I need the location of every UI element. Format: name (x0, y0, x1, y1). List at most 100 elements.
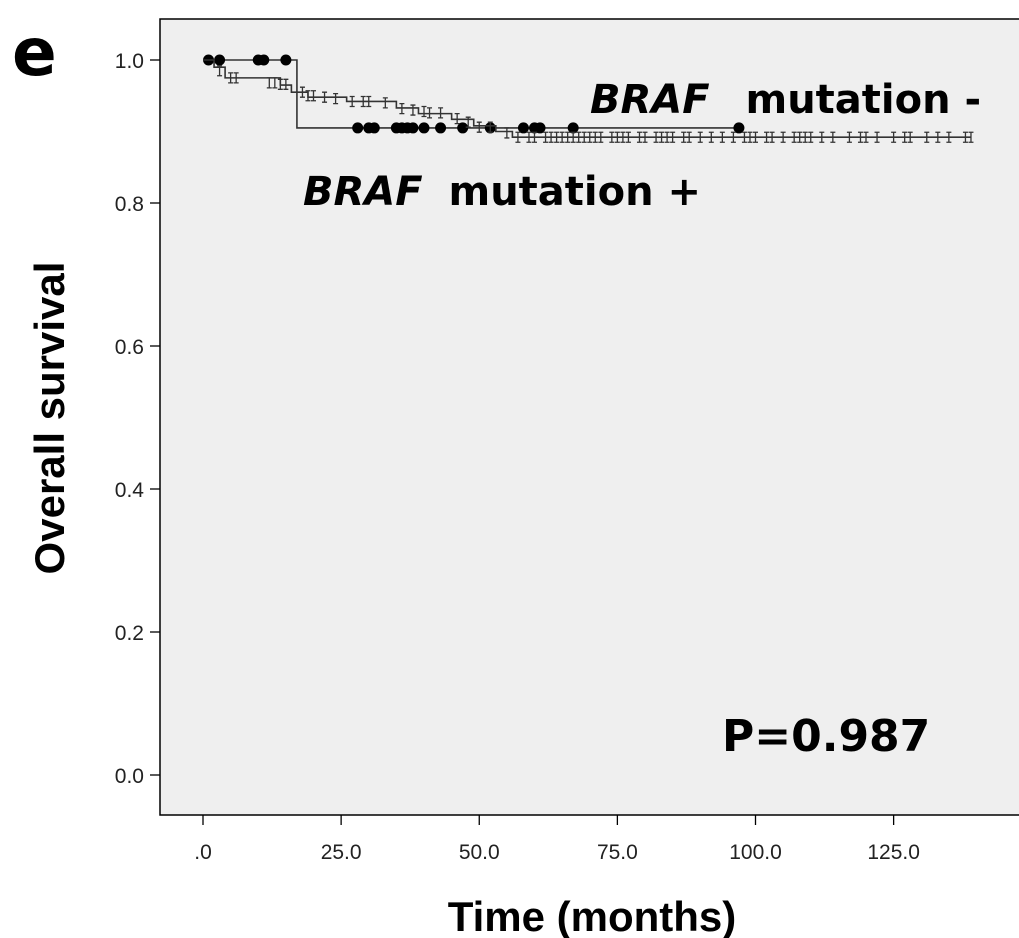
censor-mark (609, 131, 615, 143)
censor-mark (280, 54, 292, 66)
censor-mark (642, 131, 648, 143)
censor-mark (968, 131, 974, 143)
censor-mark (681, 131, 687, 143)
annotation-braf-positive-italic: BRAF (303, 169, 423, 215)
x-tick-label: 75.0 (597, 841, 638, 864)
y-tick-label: 0.6 (115, 336, 144, 359)
y-tick-label: 0.8 (115, 193, 144, 216)
censor-mark (733, 122, 745, 134)
censor-mark (272, 77, 278, 89)
censor-mark (526, 131, 532, 143)
censor-mark (819, 131, 825, 143)
censor-mark (636, 131, 642, 143)
censor-mark (532, 131, 537, 143)
censor-mark (764, 131, 770, 143)
annotation-braf-negative-rest: mutation - (746, 77, 982, 123)
censor-mark (780, 131, 786, 143)
y-tick-label: 0.0 (115, 765, 144, 788)
censor-mark (769, 131, 775, 143)
panel-label: e (12, 14, 57, 91)
censor-mark (322, 91, 328, 103)
censor-mark (567, 122, 579, 134)
censor-mark (427, 107, 433, 119)
censor-mark (228, 72, 234, 84)
censor-mark (664, 131, 670, 143)
censor-mark (891, 131, 897, 143)
censor-mark (670, 131, 676, 143)
censor-mark (659, 131, 665, 143)
censor-mark (935, 131, 941, 143)
censor-mark (797, 131, 803, 143)
x-axis: .0 25.0 50.0 75.0 100.0 125.0 (194, 815, 920, 864)
y-axis: 0.0 0.2 0.4 0.6 0.8 1.0 (115, 50, 160, 788)
censor-mark (559, 131, 565, 143)
censor-mark (352, 122, 364, 134)
censor-mark (924, 131, 930, 143)
censor-mark (686, 131, 692, 143)
censor-mark (277, 78, 283, 90)
censor-mark (266, 77, 272, 89)
plot-area (159, 18, 1019, 816)
censor-mark (487, 121, 493, 133)
censor-mark (747, 131, 753, 143)
censor-mark (410, 104, 416, 116)
x-tick-label: .0 (194, 841, 212, 864)
censor-mark (946, 131, 952, 143)
y-tick-label: 0.4 (115, 479, 145, 502)
censor-mark (830, 131, 836, 143)
censor-mark (697, 131, 703, 143)
annotation-braf-negative: BRAF mutation - (590, 77, 981, 123)
censor-mark (283, 78, 289, 90)
x-tick-label: 125.0 (867, 841, 920, 864)
annotation-braf-positive: BRAF mutation + (303, 169, 701, 215)
censor-mark (476, 121, 482, 133)
censor-mark (730, 131, 736, 143)
censor-mark (554, 131, 560, 143)
censor-mark (592, 131, 598, 143)
censor-mark (543, 131, 549, 143)
censor-mark (802, 131, 808, 143)
x-tick-label: 25.0 (321, 841, 362, 864)
series-layer (203, 54, 974, 143)
censor-mark (620, 131, 626, 143)
censor-mark (548, 131, 554, 143)
p-value: P=0.987 (722, 711, 930, 762)
censor-mark (576, 131, 582, 143)
censor-mark (534, 122, 546, 134)
km-curve-braf-positive (203, 59, 739, 129)
censor-mark (874, 131, 880, 143)
x-tick-label: 50.0 (459, 841, 500, 864)
annotation-braf-negative-italic: BRAF (590, 77, 710, 123)
censor-mark (368, 122, 380, 134)
censor-mark (465, 116, 471, 128)
censor-mark (435, 122, 447, 134)
censor-mark (515, 131, 521, 143)
annotation-braf-positive-rest: mutation + (449, 169, 702, 215)
censor-mark (399, 102, 405, 115)
censor-mark (311, 90, 316, 102)
censor-mark (708, 131, 714, 143)
censor-mark (454, 112, 460, 125)
censor-mark (299, 86, 305, 98)
censor-mark (233, 72, 239, 84)
censor-mark (719, 131, 725, 143)
censor-mark (214, 54, 226, 66)
censor-mark (360, 95, 366, 108)
censor-mark (382, 97, 388, 109)
censor-mark (581, 131, 587, 143)
censor-mark (349, 95, 355, 108)
censor-mark (598, 131, 604, 143)
censor-mark (846, 131, 852, 143)
y-axis-title: Overall survival (26, 262, 73, 575)
censor-mark (791, 131, 797, 143)
censor-mark (457, 122, 469, 134)
x-axis-title: Time (months) (448, 893, 737, 938)
x-tick-label: 100.0 (729, 841, 782, 864)
censor-mark (863, 131, 869, 143)
censor-mark (418, 122, 430, 134)
censor-mark (305, 90, 311, 102)
series-braf-positive (203, 54, 745, 134)
censor-mark (857, 131, 863, 143)
y-tick-label: 0.2 (115, 622, 144, 645)
